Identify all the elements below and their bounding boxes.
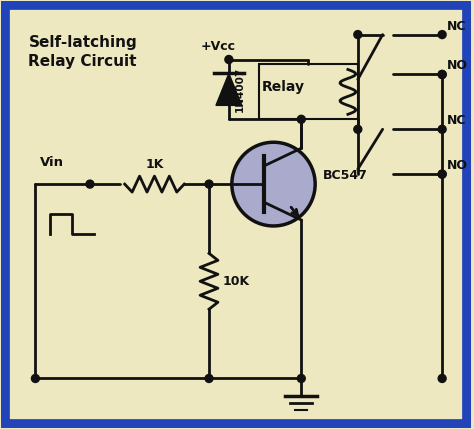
Circle shape <box>438 375 446 383</box>
Circle shape <box>438 170 446 178</box>
Circle shape <box>438 70 446 79</box>
Text: BC547: BC547 <box>323 169 368 182</box>
Circle shape <box>438 170 446 178</box>
Text: 1K: 1K <box>145 158 164 171</box>
Text: +Vcc: +Vcc <box>201 39 236 52</box>
Text: NC: NC <box>447 20 466 33</box>
Text: NO: NO <box>447 159 468 172</box>
Text: 1N4007: 1N4007 <box>235 67 245 112</box>
Text: 10K: 10K <box>223 275 250 288</box>
Bar <box>259 64 358 119</box>
Circle shape <box>438 30 446 39</box>
Text: Relay: Relay <box>262 80 305 94</box>
Text: NC: NC <box>447 114 466 127</box>
Circle shape <box>205 375 213 383</box>
Circle shape <box>232 142 315 226</box>
Text: NO: NO <box>447 60 468 73</box>
Circle shape <box>354 30 362 39</box>
Text: Vin: Vin <box>40 156 64 169</box>
Circle shape <box>438 125 446 133</box>
Circle shape <box>225 55 233 63</box>
Circle shape <box>354 125 362 133</box>
Circle shape <box>205 180 213 188</box>
Circle shape <box>297 375 305 383</box>
Polygon shape <box>216 73 242 106</box>
Circle shape <box>31 375 39 383</box>
Circle shape <box>438 70 446 79</box>
Circle shape <box>86 180 94 188</box>
Text: Self-latching
Relay Circuit: Self-latching Relay Circuit <box>28 35 137 69</box>
Circle shape <box>297 115 305 123</box>
